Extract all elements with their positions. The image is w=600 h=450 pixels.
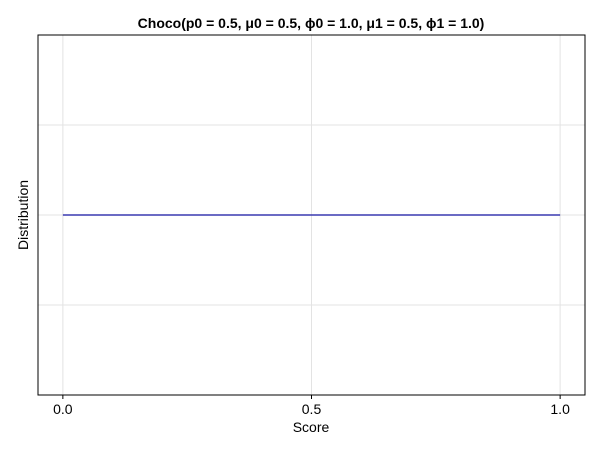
y-axis-label: Distribution [15, 180, 31, 250]
tick-layer: 0.0 0.5 1.0 [53, 395, 570, 417]
x-tick-label: 0.0 [53, 401, 73, 417]
chart-title: Choco(p0 = 0.5, μ0 = 0.5, ϕ0 = 1.0, μ1 =… [138, 15, 485, 31]
x-tick-label: 0.5 [302, 401, 322, 417]
x-tick-label: 1.0 [550, 401, 570, 417]
x-axis-label: Score [293, 419, 330, 435]
